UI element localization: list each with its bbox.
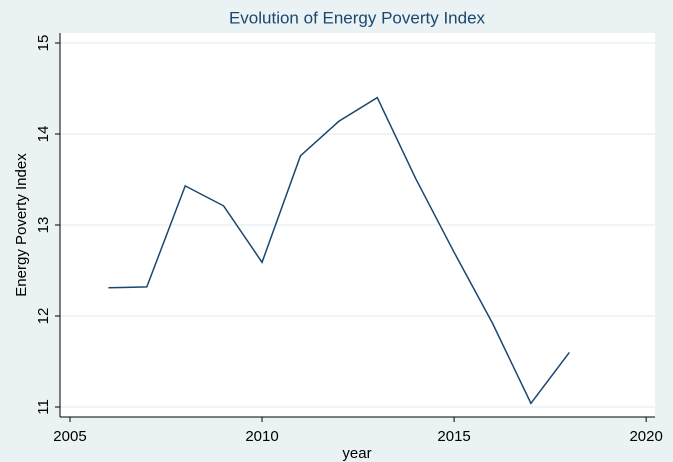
x-tick-label: 2015 [437, 428, 470, 445]
y-tick-label: 13 [35, 217, 52, 234]
data-line [108, 96, 570, 405]
x-tick-label: 2020 [629, 428, 662, 445]
y-tick-label: 14 [35, 126, 52, 143]
y-tick-label: 12 [35, 308, 52, 325]
x-tick-label: 2010 [245, 428, 278, 445]
y-axis-title: Energy Poverty Index [13, 153, 30, 297]
x-tick-label: 2005 [53, 428, 86, 445]
x-axis-title: year [342, 445, 371, 462]
y-tick-label: 15 [35, 35, 52, 52]
y-tick-label: 11 [35, 399, 52, 415]
chart-title: Evolution of Energy Poverty Index [229, 8, 486, 27]
